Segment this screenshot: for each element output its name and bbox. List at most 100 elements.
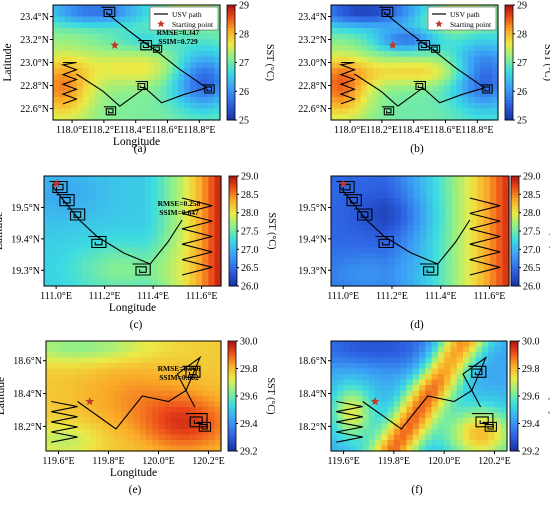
colorbar-step bbox=[228, 398, 236, 402]
colorbar-label: SST (°C) bbox=[266, 213, 277, 250]
heatmap-cell bbox=[464, 236, 472, 243]
heatmap-cell bbox=[94, 56, 102, 64]
heatmap-cell bbox=[366, 91, 374, 98]
heatmap-cell bbox=[138, 247, 146, 254]
path-segment bbox=[343, 194, 362, 207]
heatmap-cell bbox=[337, 423, 345, 430]
heatmap-cell bbox=[113, 236, 121, 243]
heatmap-cell bbox=[112, 62, 120, 69]
heatmap-cell bbox=[494, 357, 502, 364]
heatmap-cell bbox=[178, 91, 185, 98]
heatmap-cell bbox=[378, 16, 386, 23]
heatmap-cell bbox=[172, 85, 179, 92]
heatmap-cell bbox=[407, 187, 415, 194]
heatmap-cell bbox=[378, 22, 386, 29]
heatmap-cell bbox=[475, 434, 483, 441]
heatmap-cell bbox=[124, 22, 132, 29]
heatmap-cell bbox=[369, 176, 377, 183]
heatmap-cell bbox=[337, 401, 345, 408]
heatmap-cell bbox=[492, 85, 499, 92]
heatmap-cell bbox=[431, 385, 439, 392]
heatmap-cell bbox=[196, 434, 203, 441]
heatmap-cell bbox=[494, 434, 502, 441]
heatmap-cell bbox=[489, 264, 497, 271]
heatmap-cell bbox=[412, 396, 420, 403]
heatmap-cell bbox=[96, 363, 103, 370]
heatmap-cell bbox=[489, 209, 497, 216]
heatmap-cell bbox=[94, 176, 102, 183]
y-tick-label: 19.4°N bbox=[11, 234, 40, 245]
heatmap-cell bbox=[375, 187, 383, 194]
heatmap-cell bbox=[384, 79, 392, 87]
heatmap-cell bbox=[419, 390, 426, 397]
heatmap-cell bbox=[381, 445, 389, 452]
heatmap-cell bbox=[384, 45, 392, 52]
heatmap-cell bbox=[444, 445, 452, 452]
heatmap-cell bbox=[420, 258, 427, 265]
heatmap-cell bbox=[94, 51, 102, 58]
heatmap-cell bbox=[456, 91, 463, 98]
heatmap-cell bbox=[124, 39, 132, 46]
heatmap-cell bbox=[202, 203, 209, 210]
colorbar-tick-label: 26.5 bbox=[241, 263, 259, 274]
heatmap-cell bbox=[214, 346, 222, 353]
heatmap-cell bbox=[152, 445, 160, 452]
heatmap-cell bbox=[53, 28, 60, 35]
heatmap-cell bbox=[414, 102, 422, 110]
heatmap-cell bbox=[402, 10, 410, 18]
heatmap-cell bbox=[431, 434, 439, 441]
heatmap-cell bbox=[172, 33, 179, 41]
heatmap-cell bbox=[170, 220, 178, 227]
heatmap-cell bbox=[402, 56, 410, 64]
colorbar-step bbox=[227, 39, 235, 43]
heatmap-cell bbox=[96, 423, 103, 430]
heatmap-cell bbox=[89, 440, 97, 447]
colorbar-step bbox=[229, 195, 237, 199]
heatmap-cell bbox=[348, 39, 356, 46]
heatmap-cell bbox=[426, 108, 433, 115]
colorbar-step bbox=[505, 28, 513, 32]
heatmap-cell bbox=[113, 269, 121, 276]
heatmap-cell bbox=[177, 363, 185, 370]
heatmap-cell bbox=[426, 114, 433, 121]
heatmap-cell bbox=[164, 236, 172, 243]
heatmap-cell bbox=[77, 407, 85, 414]
heatmap-cell bbox=[475, 390, 483, 397]
colorbar-step bbox=[229, 176, 237, 180]
heatmap-cell bbox=[71, 341, 78, 348]
heatmap-cell bbox=[148, 102, 155, 110]
heatmap-cell bbox=[151, 225, 159, 232]
heatmap-cell bbox=[337, 275, 345, 282]
colorbar-step bbox=[511, 269, 519, 273]
heatmap-cell bbox=[139, 396, 147, 403]
heatmap-cell bbox=[64, 368, 72, 375]
heatmap-cell bbox=[463, 423, 470, 430]
heatmap-cell bbox=[170, 242, 178, 249]
heatmap-cell bbox=[189, 440, 197, 447]
heatmap-cell bbox=[202, 385, 210, 392]
heatmap-cell bbox=[362, 192, 370, 199]
heatmap-cell bbox=[402, 5, 410, 12]
heatmap-cell bbox=[331, 225, 338, 232]
heatmap-cell bbox=[178, 62, 185, 69]
heatmap-cell bbox=[100, 242, 108, 249]
heatmap-cell bbox=[69, 176, 77, 183]
heatmap-cell bbox=[130, 91, 138, 98]
heatmap-cell bbox=[369, 236, 377, 243]
heatmap-cell bbox=[420, 231, 427, 238]
heatmap-cell bbox=[354, 108, 362, 115]
heatmap-cell bbox=[69, 231, 77, 238]
heatmap-cell bbox=[114, 440, 122, 447]
heatmap-cell bbox=[58, 68, 66, 75]
heatmap-cell bbox=[64, 62, 72, 69]
heatmap-cell bbox=[177, 440, 185, 447]
heatmap-cell bbox=[124, 51, 132, 58]
heatmap-cell bbox=[486, 97, 493, 104]
heatmap-cell bbox=[102, 434, 110, 441]
heatmap-cell bbox=[384, 114, 392, 121]
heatmap-cell bbox=[402, 91, 410, 98]
heatmap-cell bbox=[158, 423, 166, 430]
heatmap-cell bbox=[342, 33, 350, 41]
heatmap-cell bbox=[437, 374, 445, 381]
heatmap-cell bbox=[189, 385, 197, 392]
